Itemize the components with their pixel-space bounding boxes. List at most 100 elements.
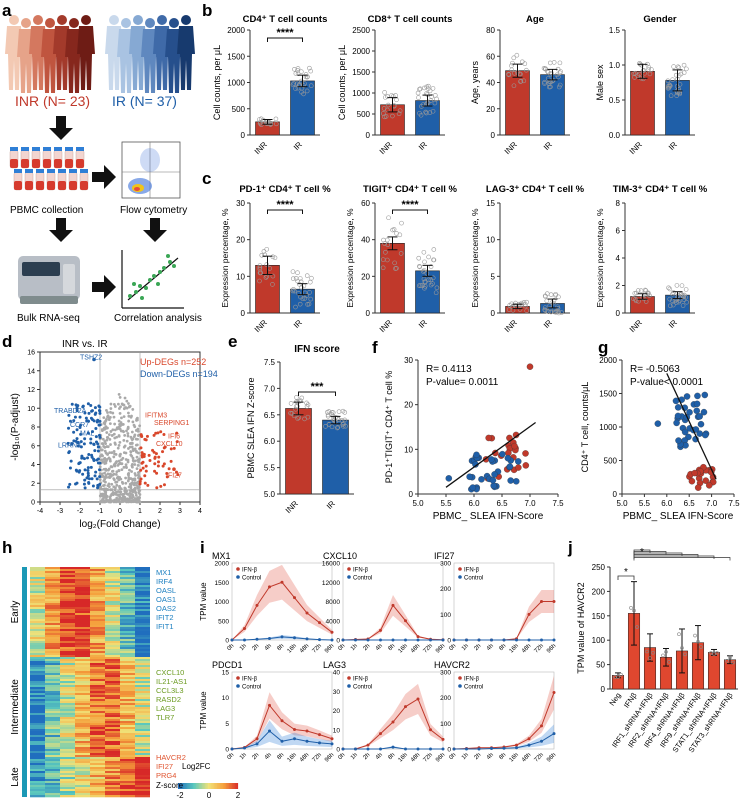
gene-dot [129, 450, 133, 453]
heatmap-cell [105, 653, 120, 656]
heatmap-cell [60, 773, 75, 776]
gene-dot [110, 482, 114, 486]
heatmap-cell [90, 689, 105, 692]
heatmap-cell [90, 647, 105, 650]
control-point [379, 638, 382, 642]
timepoint-label: 0h [448, 643, 457, 652]
tube-cap-icon [14, 169, 22, 173]
heatmap-cell [45, 635, 60, 638]
data-point [507, 477, 514, 484]
heatmap-cell [135, 791, 150, 794]
heatmap-cell [30, 777, 45, 780]
data-dot [297, 282, 302, 287]
data-dot [731, 660, 735, 665]
heatmap-cell [30, 755, 45, 758]
ifn-point [404, 705, 407, 709]
gene-dot [123, 433, 127, 437]
heatmap-cell [75, 725, 90, 728]
gene-dot [109, 443, 112, 446]
gene-dot [111, 469, 115, 473]
heatmap-cell [120, 731, 135, 734]
heatmap-cell [90, 667, 105, 670]
heatmap-cell [60, 719, 75, 722]
corr-dot [128, 294, 132, 298]
data-dot [301, 91, 306, 97]
heatmap-cell [120, 723, 135, 726]
heatmap-cell [30, 725, 45, 728]
heatmap-cell [120, 733, 135, 736]
tube-cap-icon [69, 169, 77, 173]
control-point [527, 743, 531, 747]
control-point [354, 638, 357, 642]
data-dot [675, 64, 681, 70]
up-gene-dot [162, 483, 166, 487]
up-gene-dot [165, 475, 169, 479]
heatmap-cell [60, 627, 75, 630]
heatmap-cell [90, 795, 105, 798]
data-dot [257, 266, 263, 272]
control-point [366, 638, 370, 642]
gene-dot [138, 424, 142, 428]
legend-swatch [190, 783, 192, 789]
heatmap-cell [75, 619, 90, 622]
data-dot [522, 61, 528, 66]
timepoint-label: 96h [435, 752, 446, 763]
r-value: R= 0.4113 [426, 364, 472, 375]
tube-cap-icon [21, 147, 29, 151]
heatmap-cell [30, 569, 45, 572]
heatmap-cell [45, 715, 60, 718]
legend-swatch [218, 783, 221, 789]
heatmap-cell [75, 601, 90, 604]
heatmap-cell [45, 615, 60, 618]
gene-dot [114, 461, 118, 464]
data-dot [556, 84, 562, 90]
data-dot [268, 120, 274, 126]
heatmap-cell [135, 579, 150, 582]
corr-dot [132, 282, 136, 286]
heatmap-cell [135, 613, 150, 616]
gene-dot [136, 458, 140, 462]
data-point [697, 420, 705, 428]
heatmap-cell [105, 685, 120, 688]
data-dot [430, 86, 436, 91]
heatmap-cell [105, 665, 120, 668]
heatmap-cell [30, 703, 45, 706]
heatmap-cell [90, 769, 105, 772]
legend-tick-label: -2 [176, 791, 184, 799]
data-dot [511, 83, 517, 89]
gene-dot [100, 500, 104, 504]
heatmap-cell [30, 667, 45, 670]
heatmap-cell [135, 577, 150, 580]
data-dot [427, 88, 433, 94]
heatmap-cell [105, 667, 120, 670]
gene-dot [98, 478, 102, 482]
data-dot [549, 70, 554, 76]
panel-h-letter: h [2, 538, 12, 557]
heatmap-cell [30, 609, 45, 612]
gene-dot [105, 408, 108, 412]
heatmap-cell [120, 623, 135, 626]
data-dot [422, 85, 427, 91]
heatmap-cell [60, 665, 75, 668]
heatmap-cell [75, 679, 90, 682]
y-tick-label: 2000 [227, 26, 245, 35]
control-point [452, 638, 456, 642]
data-point [485, 434, 492, 442]
up-gene-dot [169, 459, 173, 463]
heatmap-cell [135, 673, 150, 676]
heatmap-cell [105, 755, 120, 758]
up-gene-dot [145, 434, 149, 438]
heatmap-cell [75, 701, 90, 704]
heatmap-cell [45, 793, 60, 796]
data-dot [523, 302, 528, 307]
heatmap-cell [45, 587, 60, 590]
heatmap-cell [105, 681, 120, 684]
x-tick-label: INR [628, 140, 644, 156]
up-gene-label: SERPING1 [154, 420, 190, 427]
up-gene-dot [175, 440, 179, 444]
heatmap-cell [105, 657, 120, 660]
data-point [694, 392, 701, 400]
timepoint-label: 16h [287, 643, 298, 654]
data-dot [434, 285, 440, 291]
